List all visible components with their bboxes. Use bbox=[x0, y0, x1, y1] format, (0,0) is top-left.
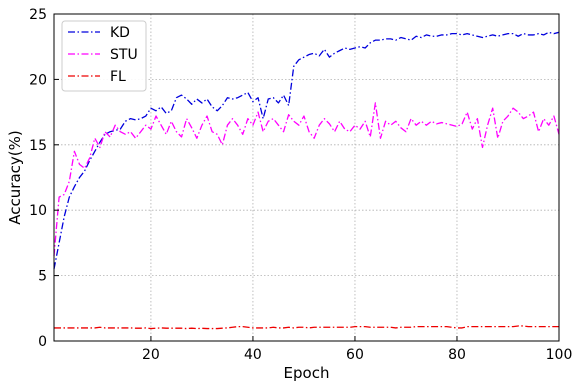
legend-label-stu: STU bbox=[110, 47, 138, 63]
series-line-kd bbox=[53, 31, 560, 270]
series-lines bbox=[53, 31, 560, 330]
series-line-stu bbox=[53, 102, 560, 257]
x-tick-label: 40 bbox=[244, 347, 262, 363]
axis-ticks: 20 40 60 80 100 0 5 10 15 20 25 bbox=[29, 7, 572, 363]
legend-label-fl: FL bbox=[110, 69, 126, 85]
y-tick-label: 5 bbox=[38, 269, 47, 285]
plot-frame bbox=[53, 13, 560, 342]
y-tick-label: 25 bbox=[29, 7, 47, 23]
y-tick-label: 0 bbox=[38, 334, 47, 350]
y-tick-label: 10 bbox=[29, 203, 47, 219]
y-tick-label: 15 bbox=[29, 138, 47, 154]
legend-box bbox=[61, 20, 147, 92]
x-tick-label: 60 bbox=[346, 347, 364, 363]
y-axis-label: Accuracy(%) bbox=[6, 130, 24, 224]
x-tick-label: 80 bbox=[448, 347, 466, 363]
legend-label-kd: KD bbox=[110, 25, 130, 41]
x-tick-label: 20 bbox=[142, 347, 160, 363]
x-tick-label: 100 bbox=[546, 347, 573, 363]
legend: KD STU FL bbox=[61, 20, 147, 92]
series-line-fl bbox=[54, 325, 559, 330]
x-axis-label: Epoch bbox=[284, 364, 330, 382]
y-tick-label: 20 bbox=[29, 72, 47, 88]
